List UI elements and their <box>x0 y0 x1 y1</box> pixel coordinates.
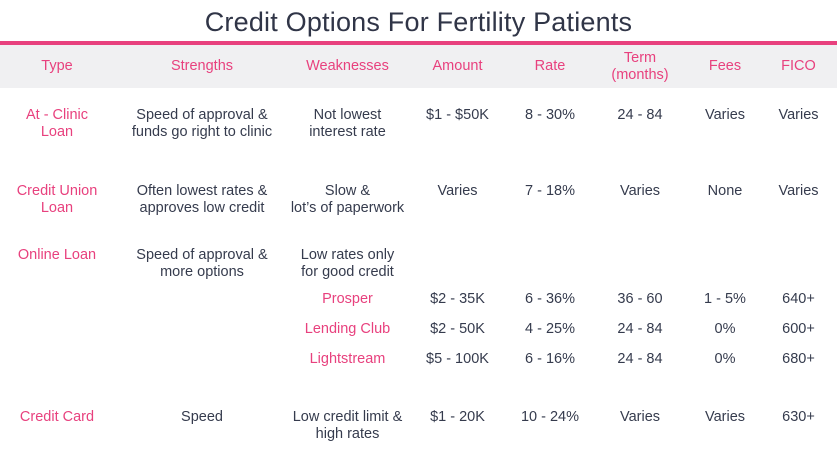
loan-type-label: Credit Card <box>19 409 95 425</box>
rate-cell: 6 - 36% <box>525 291 575 307</box>
column-header-term-months: Term (months) <box>611 49 669 83</box>
fico-cell: Varies <box>778 183 819 199</box>
lender-name: Prosper <box>322 291 373 307</box>
table-row-credit-union-loan: Credit Union Loan Often lowest rates & a… <box>0 183 837 217</box>
strengths-cell: Speed of approval & more options <box>136 247 268 280</box>
lender-name: Lending Club <box>304 321 391 337</box>
term-cell: 24 - 84 <box>617 351 663 367</box>
fees-cell <box>690 247 760 281</box>
weaknesses-cell: Low credit limit & high rates <box>292 409 403 442</box>
term-cell: Varies <box>619 183 661 199</box>
amount-cell: $1 - 20K <box>430 409 485 425</box>
loan-type-label <box>0 321 114 338</box>
strengths-cell <box>114 351 290 368</box>
fees-cell: 0% <box>714 351 736 367</box>
fico-cell: Varies <box>778 107 819 123</box>
strengths-cell: Speed <box>181 409 223 425</box>
strengths-cell: Often lowest rates & approves low credit <box>136 183 268 216</box>
fico-cell <box>760 247 837 281</box>
loan-type-label <box>0 351 114 368</box>
amount-cell: Varies <box>437 183 478 199</box>
term-cell: Varies <box>619 409 661 425</box>
term-cell: 36 - 60 <box>617 291 663 307</box>
fees-cell: 1 - 5% <box>704 291 746 307</box>
term-cell: 24 - 84 <box>617 107 663 123</box>
table-subrow-lightstream: Lightstream $5 - 100K 6 - 16% 24 - 84 0%… <box>0 351 837 368</box>
rate-cell: 8 - 30% <box>525 107 575 123</box>
fico-cell: 630+ <box>782 409 815 425</box>
column-header-fees: Fees <box>708 58 742 74</box>
term-cell: 24 - 84 <box>617 321 663 337</box>
page-title: Credit Options For Fertility Patients <box>204 7 633 37</box>
amount-cell: $1 - $50K <box>426 107 489 123</box>
rate-cell <box>510 247 590 281</box>
column-header-rate: Rate <box>534 58 566 74</box>
lender-name: Lightstream <box>309 351 386 367</box>
title-divider <box>0 41 837 45</box>
strengths-cell <box>114 321 290 338</box>
column-header-amount: Amount <box>432 58 483 74</box>
term-cell <box>590 247 690 281</box>
loan-type-label: Online Loan <box>17 247 97 263</box>
rate-cell: 4 - 25% <box>525 321 575 337</box>
fico-cell: 680+ <box>782 351 815 367</box>
fees-cell: Varies <box>704 409 746 425</box>
fico-cell: 640+ <box>782 291 815 307</box>
table-header-row: Type Strengths Weaknesses Amount Rate Te… <box>0 45 837 88</box>
loan-type-label <box>0 291 114 308</box>
column-header-fico: FICO <box>781 58 816 74</box>
weaknesses-cell: Slow & lot’s of paperwork <box>290 183 405 216</box>
amount-cell: $2 - 35K <box>430 291 485 307</box>
column-header-weaknesses: Weaknesses <box>306 58 389 74</box>
fees-cell: Varies <box>704 107 746 123</box>
table-row-at-clinic-loan: At - Clinic Loan Speed of approval & fun… <box>0 107 837 141</box>
table-row-credit-card: Credit Card Speed Low credit limit & hig… <box>0 409 837 443</box>
rate-cell: 6 - 16% <box>525 351 575 367</box>
amount-cell: $2 - 50K <box>430 321 485 337</box>
amount-cell: $5 - 100K <box>426 351 489 367</box>
weaknesses-cell: Low rates only for good credit <box>300 247 395 280</box>
fees-cell: None <box>707 183 743 199</box>
loan-type-label: At - Clinic Loan <box>25 107 89 140</box>
weaknesses-cell: Not lowest interest rate <box>309 107 386 140</box>
table-subrow-lending-club: Lending Club $2 - 50K 4 - 25% 24 - 84 0%… <box>0 321 837 338</box>
column-header-strengths: Strengths <box>170 58 234 74</box>
fico-cell: 600+ <box>782 321 815 337</box>
fees-cell: 0% <box>714 321 736 337</box>
column-header-type: Type <box>41 58 73 74</box>
table-row-online-loan: Online Loan Speed of approval & more opt… <box>0 247 837 281</box>
loan-type-label: Credit Union Loan <box>16 183 98 216</box>
rate-cell: 7 - 18% <box>525 183 575 199</box>
strengths-cell <box>114 291 290 308</box>
amount-cell <box>405 247 510 281</box>
table-subrow-prosper: Prosper $2 - 35K 6 - 36% 36 - 60 1 - 5% … <box>0 291 837 308</box>
rate-cell: 10 - 24% <box>520 409 580 425</box>
strengths-cell: Speed of approval & funds go right to cl… <box>131 107 273 140</box>
